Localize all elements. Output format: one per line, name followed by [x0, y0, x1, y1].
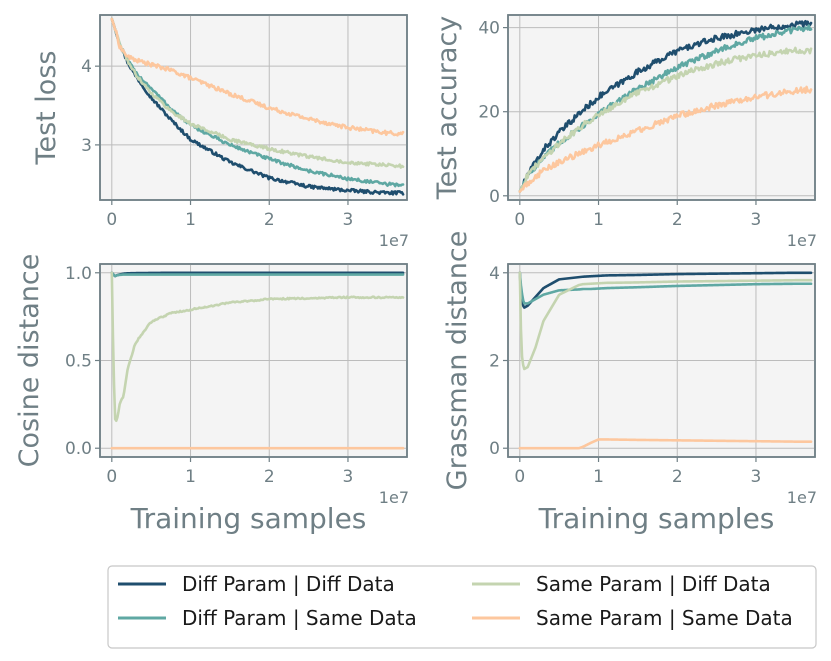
x-tick-label: 0: [106, 467, 117, 487]
y-axis-label: Grassman distance: [442, 231, 473, 491]
legend-label: Diff Param | Diff Data: [182, 572, 395, 596]
x-axis-label: Training samples: [130, 502, 367, 535]
series-line-diff-param-diff-data: [110, 271, 405, 278]
series-line-diff-param-same-data: [110, 17, 405, 188]
series-line-same-param-same-data: [110, 17, 405, 137]
y-tick-label: 4: [81, 57, 92, 77]
legend-label: Diff Param | Same Data: [182, 606, 417, 630]
y-tick-label: 4: [489, 264, 500, 284]
series-line-diff-param-diff-data: [110, 17, 405, 196]
y-tick-label: 0: [489, 439, 500, 459]
legend-item: Same Param | Same Data: [472, 606, 793, 630]
x-offset-label: 1e7: [787, 488, 817, 507]
chart-panel-2: 0 1 2 3 0 20 40 1e7 Test accuracy: [432, 14, 817, 250]
series-group: [518, 271, 813, 450]
x-tick-label: 1: [185, 467, 196, 487]
series-group: [518, 19, 813, 193]
plot-area: [507, 14, 816, 201]
y-tick-label: 0.0: [65, 439, 92, 459]
series-line-same-param-diff-data: [110, 271, 405, 423]
series-line-same-param-diff-data: [518, 271, 813, 371]
y-axis-label: Test accuracy: [432, 16, 463, 201]
y-tick-label: 1.0: [65, 264, 92, 284]
chart-panel-4: 0 1 2 3 0 2 4 1e7 Grassman distance Training samp…: [442, 231, 817, 535]
y-tick-label: 0.5: [65, 352, 92, 372]
x-tick-label: 2: [264, 467, 275, 487]
plot-frame: [99, 14, 408, 201]
x-tick-label: 0: [514, 467, 525, 487]
x-tick-label: 0: [514, 210, 525, 230]
legend: Diff Param | Diff Data Same Param | Diff …: [107, 565, 817, 649]
series-line-same-param-same-data: [518, 438, 813, 450]
y-axis-label: Test loss: [31, 51, 62, 166]
series-group: [110, 17, 405, 196]
y-tick-label: 2: [489, 352, 500, 372]
chart-panel-3: 0 1 2 3 0.0 0.5 1.0 1e7 Cosine distance Training …: [14, 254, 409, 535]
x-tick-label: 1: [185, 210, 196, 230]
x-tick-label: 2: [264, 210, 275, 230]
series-line-same-param-same-data: [518, 85, 813, 193]
x-offset-label: 1e7: [379, 231, 409, 250]
y-tick-label: 20: [478, 103, 500, 123]
plot-area: [99, 14, 408, 201]
series-line-same-param-diff-data: [518, 46, 813, 193]
x-tick-label: 3: [751, 210, 762, 230]
legend-label: Same Param | Diff Data: [536, 572, 771, 596]
x-tick-label: 3: [343, 210, 354, 230]
series-line-diff-param-diff-data: [518, 19, 813, 193]
x-axis-label: Training samples: [538, 502, 775, 535]
x-tick-label: 3: [751, 467, 762, 487]
legend-item: Diff Param | Diff Data: [118, 572, 395, 596]
series-line-diff-param-diff-data: [518, 271, 813, 309]
y-tick-label: 40: [478, 19, 500, 39]
x-tick-label: 3: [343, 467, 354, 487]
y-tick-label: 3: [81, 136, 92, 156]
chart-panel-1: 0 1 2 3 3 4 1e7 Test loss: [31, 14, 409, 250]
y-tick-label: 0: [489, 187, 500, 207]
x-offset-label: 1e7: [787, 231, 817, 250]
series-group: [110, 271, 405, 450]
legend-label: Same Param | Same Data: [536, 606, 793, 630]
x-offset-label: 1e7: [379, 488, 409, 507]
series-line-diff-param-same-data: [110, 271, 405, 278]
x-tick-label: 1: [593, 210, 604, 230]
legend-frame: [107, 565, 817, 649]
plot-frame: [507, 14, 816, 201]
series-line-same-param-diff-data: [110, 17, 405, 169]
x-tick-label: 2: [672, 467, 683, 487]
legend-item: Diff Param | Same Data: [118, 606, 417, 630]
legend-item: Same Param | Diff Data: [472, 572, 771, 596]
y-axis-label: Cosine distance: [14, 254, 45, 468]
x-tick-label: 1: [593, 467, 604, 487]
x-tick-label: 0: [106, 210, 117, 230]
x-tick-label: 2: [672, 210, 683, 230]
